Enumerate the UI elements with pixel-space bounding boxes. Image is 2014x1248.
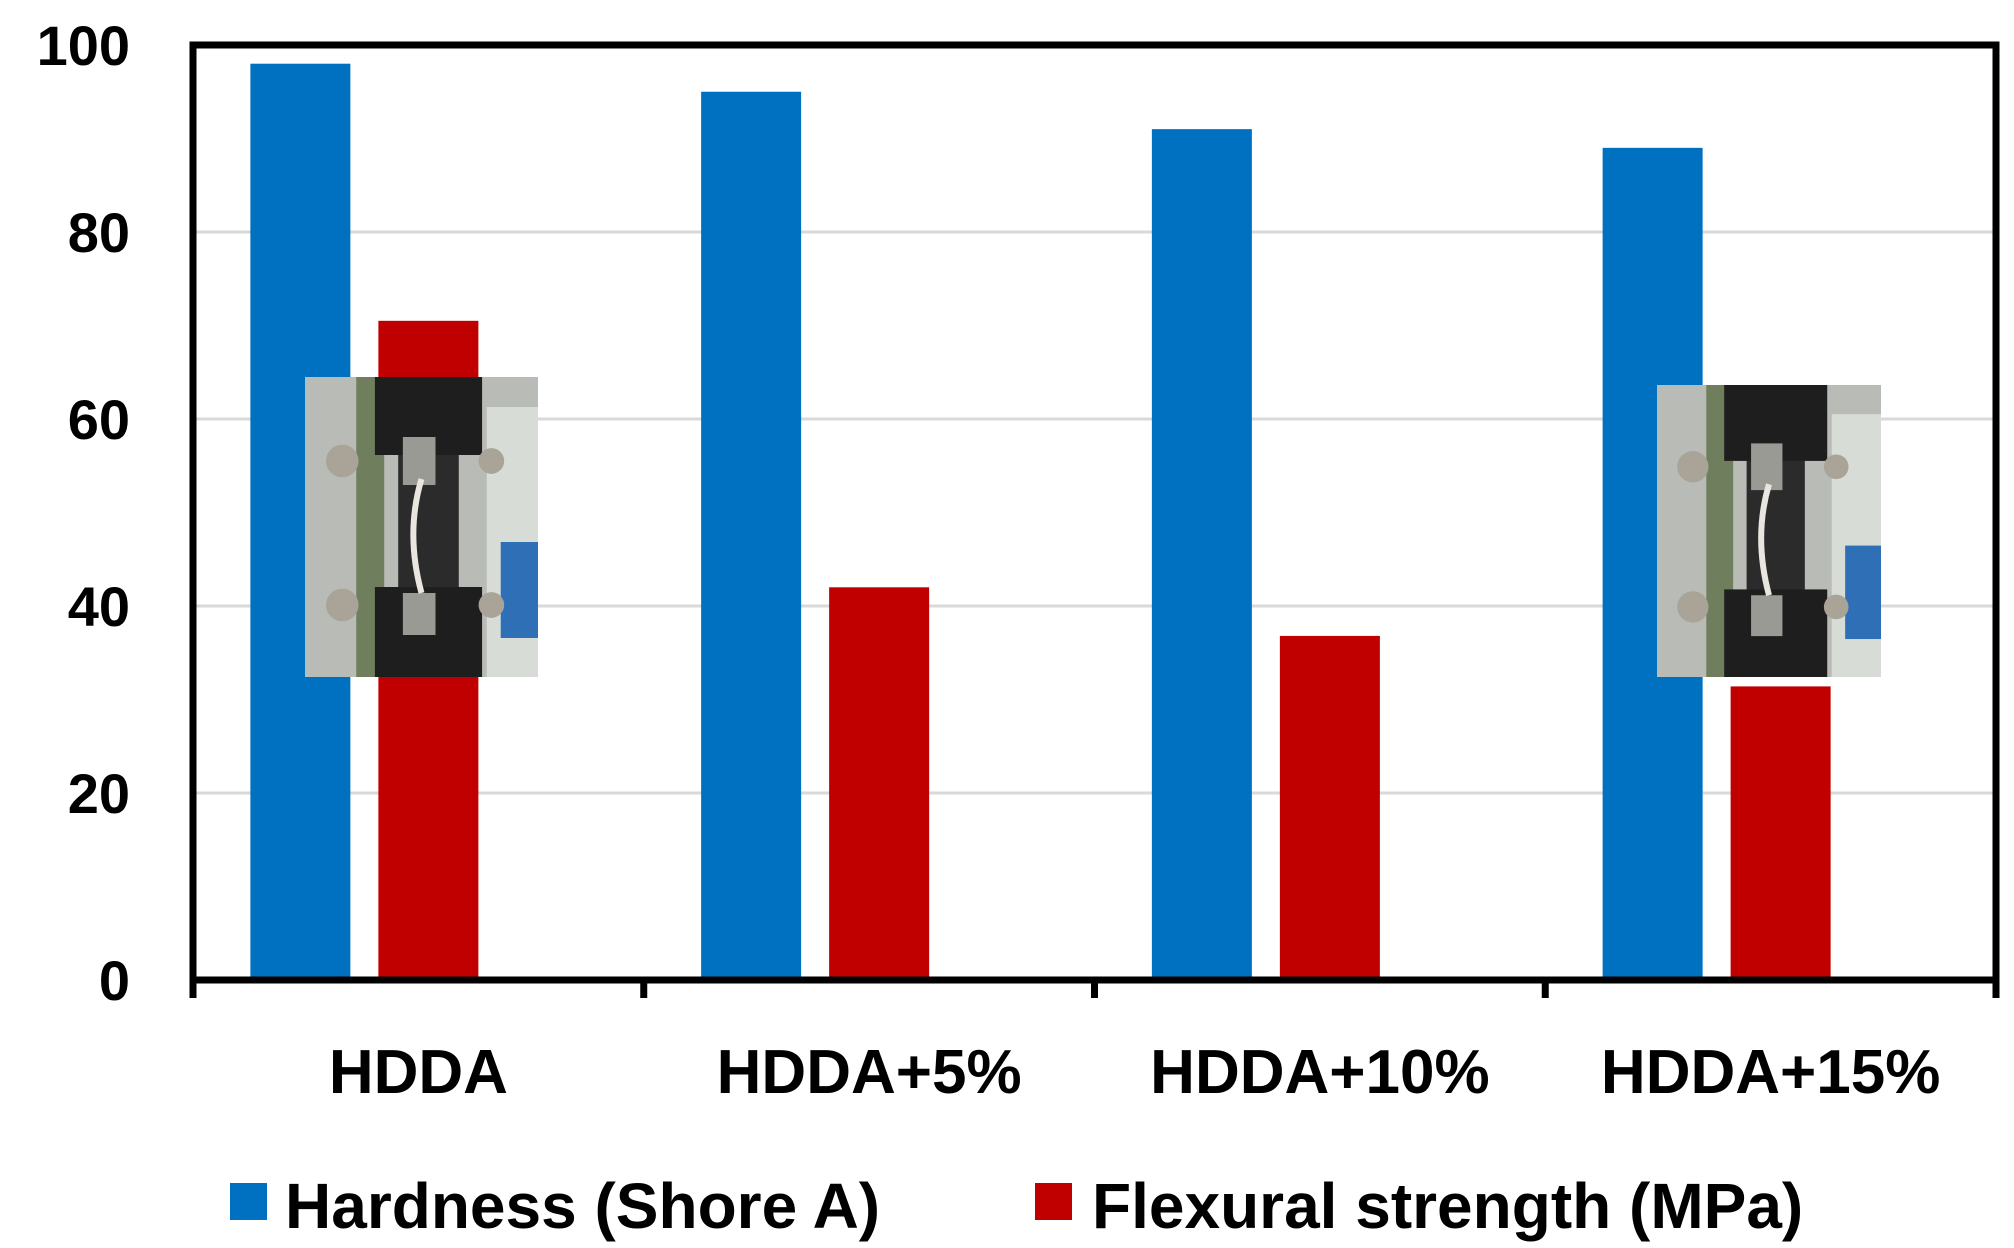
x-tick-label: HDDA (329, 1038, 508, 1107)
legend-swatch (230, 1183, 267, 1220)
y-tick-label: 100 (37, 14, 130, 77)
legend-label: Hardness (Shore A) (285, 1170, 880, 1242)
x-axis-tick-labels: HDDA HDDA+5% HDDA+10% HDDA+15% (329, 1038, 1941, 1107)
y-axis-tick-labels: 0 20 40 60 80 100 (37, 14, 130, 1012)
x-tick-label: HDDA+5% (717, 1038, 1022, 1107)
flexural-test-photo-icon (1657, 385, 1881, 677)
y-tick-label: 60 (68, 388, 130, 451)
bar-hardness (701, 91, 802, 980)
x-axis-ticks (189, 980, 2000, 998)
y-tick-label: 0 (99, 949, 130, 1012)
bar-flexural-strength (1279, 635, 1380, 980)
y-tick-label: 80 (68, 201, 130, 264)
y-tick-label: 20 (68, 762, 130, 825)
bar-flexural-strength (1730, 686, 1831, 980)
bar-hardness (1151, 129, 1252, 980)
flexural-test-photo-icon (305, 377, 538, 677)
y-tick-label: 40 (68, 575, 130, 638)
x-tick-label: HDDA+10% (1150, 1038, 1489, 1107)
legend-swatch (1035, 1183, 1072, 1220)
bar-flexural-strength (829, 587, 930, 980)
x-tick-label: HDDA+15% (1601, 1038, 1940, 1107)
inset-photos (305, 377, 1881, 677)
legend: Hardness (Shore A) Flexural strength (MPa… (230, 1170, 1803, 1242)
legend-label: Flexural strength (MPa) (1092, 1170, 1803, 1242)
